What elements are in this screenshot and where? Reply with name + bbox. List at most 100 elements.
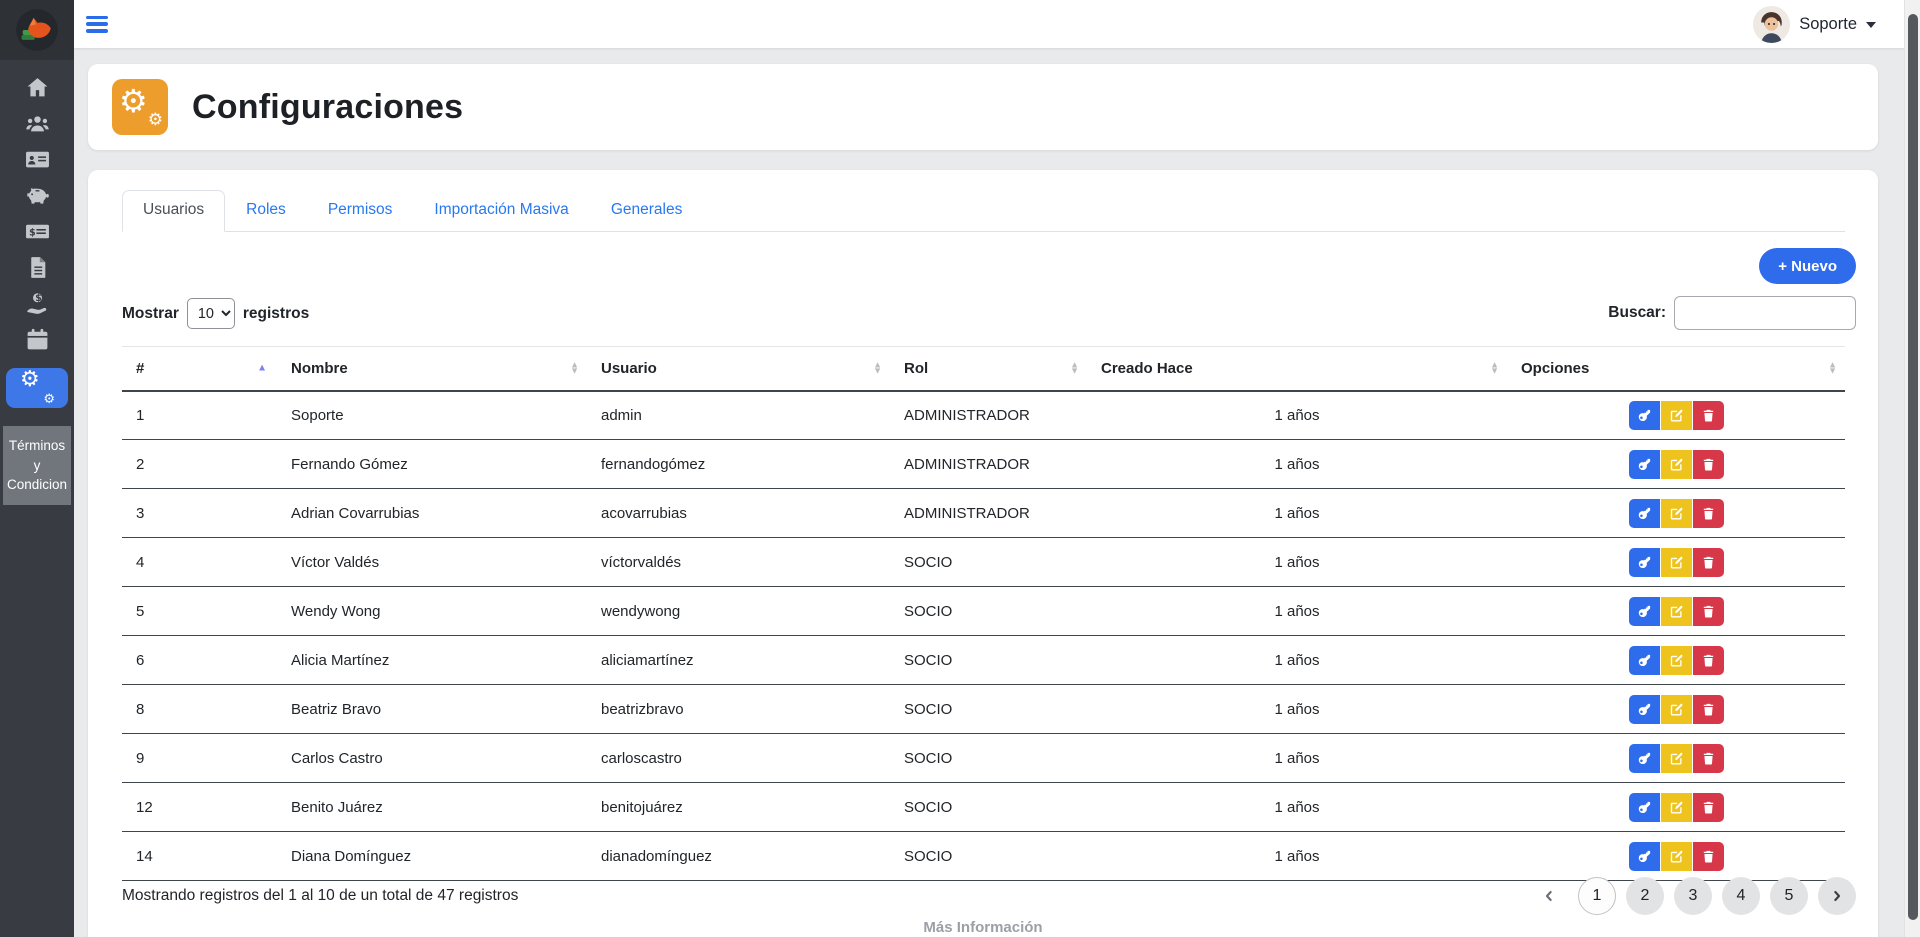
trash-icon [1703,409,1713,422]
search-control: Buscar: [1608,296,1856,330]
delete-button[interactable] [1692,743,1724,773]
cell-usuario: aliciamartínez [587,635,890,685]
password-key-button[interactable] [1628,841,1660,871]
sidebar-item-home[interactable] [6,74,68,101]
table-row: 8 Beatriz Bravo beatrizbravo SOCIO 1 año… [122,684,1845,734]
edit-pencil-icon [1670,458,1682,470]
new-button[interactable]: + Nuevo [1759,248,1856,284]
password-key-button[interactable] [1628,400,1660,430]
password-key-button[interactable] [1628,498,1660,528]
table-row: 9 Carlos Castro carloscastro SOCIO 1 año… [122,733,1845,783]
password-key-button[interactable] [1628,743,1660,773]
settings-gears-icon: ⚙ ⚙ [112,79,168,135]
password-key-button[interactable] [1628,792,1660,822]
show-label: Mostrar [122,304,179,322]
pagination-page-button[interactable]: 3 [1674,877,1712,915]
cell-id: 5 [122,586,277,636]
cell-opciones [1507,684,1845,734]
delete-button[interactable] [1692,694,1724,724]
edit-button[interactable] [1660,400,1692,430]
edit-button[interactable] [1660,792,1692,822]
table-row: 1 Soporte admin ADMINISTRADOR 1 años [122,390,1845,440]
column-header-nombre[interactable]: Nombre ▲ ▼ [277,346,587,392]
edit-button[interactable] [1660,498,1692,528]
sidebar-item-terms[interactable]: Términos y Condicion [3,426,71,505]
column-header-rol[interactable]: Rol ▲ ▼ [890,346,1087,392]
tab-importacion-masiva[interactable]: Importación Masiva [434,201,569,218]
cell-nombre: Adrian Covarrubias [277,488,587,538]
edit-button[interactable] [1660,645,1692,675]
edit-pencil-icon [1670,605,1682,617]
cell-usuario: fernandogómez [587,439,890,489]
page-size-select[interactable]: 10 [186,298,235,329]
sidebar-item-money-check[interactable]: $ [6,218,68,245]
trash-icon [1703,556,1713,568]
delete-button[interactable] [1692,449,1724,479]
edit-button[interactable] [1660,841,1692,871]
scrollbar-thumb[interactable] [1908,14,1918,920]
delete-button[interactable] [1692,547,1724,577]
column-header-id[interactable]: # ▲ [122,346,277,392]
edit-pencil-icon [1670,850,1682,862]
column-header-usuario[interactable]: Usuario ▲ ▼ [587,346,890,392]
cell-id: 1 [122,390,277,440]
column-header-creado-hace[interactable]: Creado Hace ▲ ▼ [1087,346,1507,392]
password-key-button[interactable] [1628,694,1660,724]
app-logo[interactable] [0,0,74,60]
column-header-opciones[interactable]: Opciones ▲ ▼ [1507,346,1845,392]
password-key-button[interactable] [1628,596,1660,626]
page-size-control: Mostrar 10 registros [122,298,309,329]
password-key-button[interactable] [1628,645,1660,675]
cell-creado-hace: 1 años [1087,586,1507,636]
search-input[interactable] [1674,296,1856,330]
cell-opciones [1507,586,1845,636]
edit-button[interactable] [1660,694,1692,724]
table-row: 2 Fernando Gómez fernandogómez ADMINISTR… [122,439,1845,489]
cell-rol: SOCIO [890,733,1087,783]
table-header-row: # ▲ Nombre ▲ ▼ Usuario ▲ ▼ Rol ▲ ▼ Creado H… [122,346,1845,392]
edit-button[interactable] [1660,449,1692,479]
delete-button[interactable] [1692,498,1724,528]
sidebar-item-users[interactable] [6,110,68,137]
fox-logo-icon [16,9,58,51]
pagination-prev-button[interactable] [1530,877,1568,915]
delete-button[interactable] [1692,645,1724,675]
sidebar-item-settings[interactable]: ⚙ ⚙ [6,368,68,408]
delete-button[interactable] [1692,596,1724,626]
edit-button[interactable] [1660,743,1692,773]
cell-opciones [1507,537,1845,587]
trash-icon [1703,703,1713,715]
delete-button[interactable] [1692,400,1724,430]
tab-usuarios[interactable]: Usuarios [122,190,226,232]
trash-icon [1703,850,1713,862]
pagination-page-button[interactable]: 1 [1578,877,1616,915]
cell-usuario: dianadomínguez [587,831,890,881]
password-key-button[interactable] [1628,449,1660,479]
pagination-next-button[interactable] [1818,877,1856,915]
delete-button[interactable] [1692,841,1724,871]
pagination-page-button[interactable]: 2 [1626,877,1664,915]
pagination-page-button[interactable]: 4 [1722,877,1760,915]
sidebar-item-piggy-bank[interactable] [6,182,68,209]
tab-generales[interactable]: Generales [610,201,683,218]
cell-nombre: Diana Domínguez [277,831,587,881]
edit-button[interactable] [1660,547,1692,577]
page-header-card: ⚙ ⚙ Configuraciones [88,64,1878,150]
sidebar-item-payments[interactable]: $ [6,290,68,317]
sidebar-item-calendar[interactable] [6,326,68,353]
user-menu[interactable]: Soporte [1753,5,1876,43]
delete-button[interactable] [1692,792,1724,822]
pagination-page-button[interactable]: 5 [1770,877,1808,915]
sidebar-item-id-card[interactable] [6,146,68,173]
cell-creado-hace: 1 años [1087,733,1507,783]
table-row: 12 Benito Juárez benitojuárez SOCIO 1 añ… [122,782,1845,832]
edit-button[interactable] [1660,596,1692,626]
tab-roles[interactable]: Roles [246,201,286,218]
tab-permisos[interactable]: Permisos [327,201,393,218]
hamburger-menu-icon[interactable] [86,15,108,33]
password-key-button[interactable] [1628,547,1660,577]
scrollbar-track [1904,0,1920,937]
cell-rol: SOCIO [890,782,1087,832]
records-summary: Mostrando registros del 1 al 10 de un to… [122,887,519,904]
sidebar-item-documents[interactable] [6,254,68,281]
